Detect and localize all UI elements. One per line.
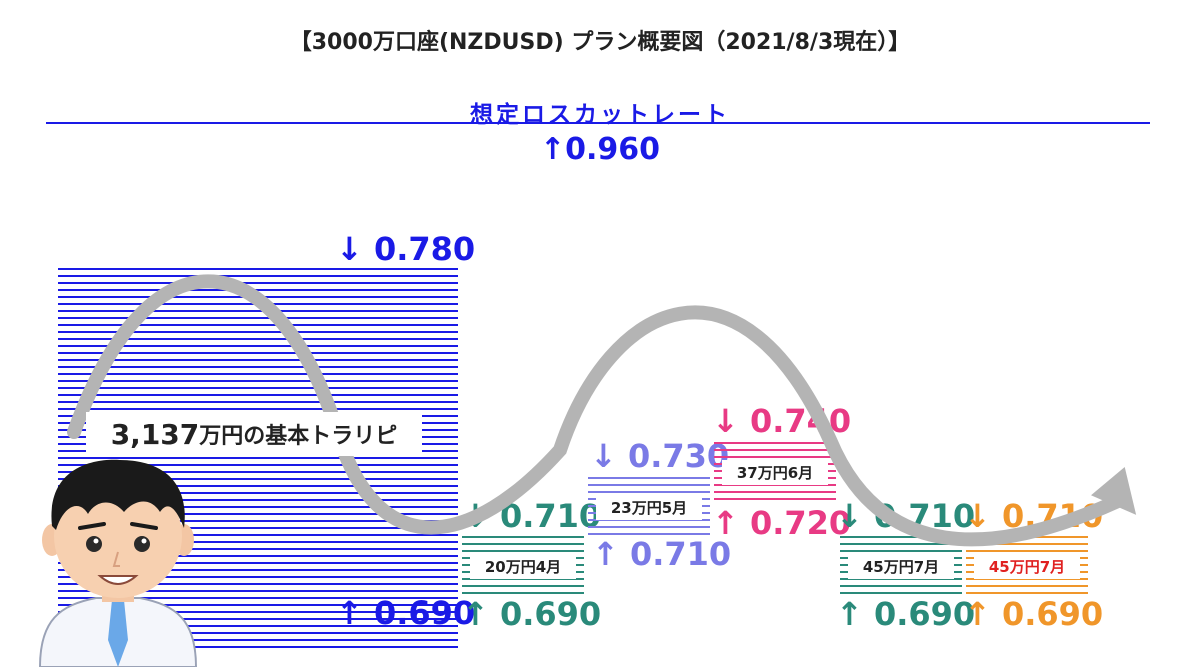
box-4-bottom-rate: ↑ 0.690 <box>836 595 976 633</box>
main-amount-value: 3,137 <box>110 417 200 451</box>
price-wave-path <box>67 274 1127 547</box>
main-range-bottom-rate: ↑ 0.690 <box>336 594 476 632</box>
box-3-bottom-rate: ↑ 0.720 <box>712 504 852 542</box>
box-2-top-rate: ↓ 0.730 <box>590 437 730 475</box>
box-1-bottom-rate: ↑ 0.690 <box>462 595 602 633</box>
box-2-label: 23万円5月 <box>596 495 702 520</box>
page-title: 【3000万口座(NZDUSD) プラン概要図（2021/8/3現在）】 <box>289 30 911 55</box>
main-amount-label: 3,137 万円の基本トラリピ <box>86 412 422 456</box>
box-2-bottom-rate: ↑ 0.710 <box>592 535 732 573</box>
price-wave-arrowhead <box>1091 467 1137 515</box>
main-range-top-rate: ↓ 0.780 <box>336 230 476 268</box>
main-amount-suffix: 万円の基本トラリピ <box>199 424 398 449</box>
losscut-line <box>46 122 1150 124</box>
losscut-value: ↑0.960 <box>539 132 661 167</box>
box-3-label: 37万円6月 <box>722 460 828 485</box>
box-4-label: 45万円7月 <box>848 554 954 579</box>
box-5-bottom-rate: ↑ 0.690 <box>964 595 1104 633</box>
box-5-label: 45万円7月 <box>974 554 1080 579</box>
box-1-label: 20万円4月 <box>470 554 576 579</box>
